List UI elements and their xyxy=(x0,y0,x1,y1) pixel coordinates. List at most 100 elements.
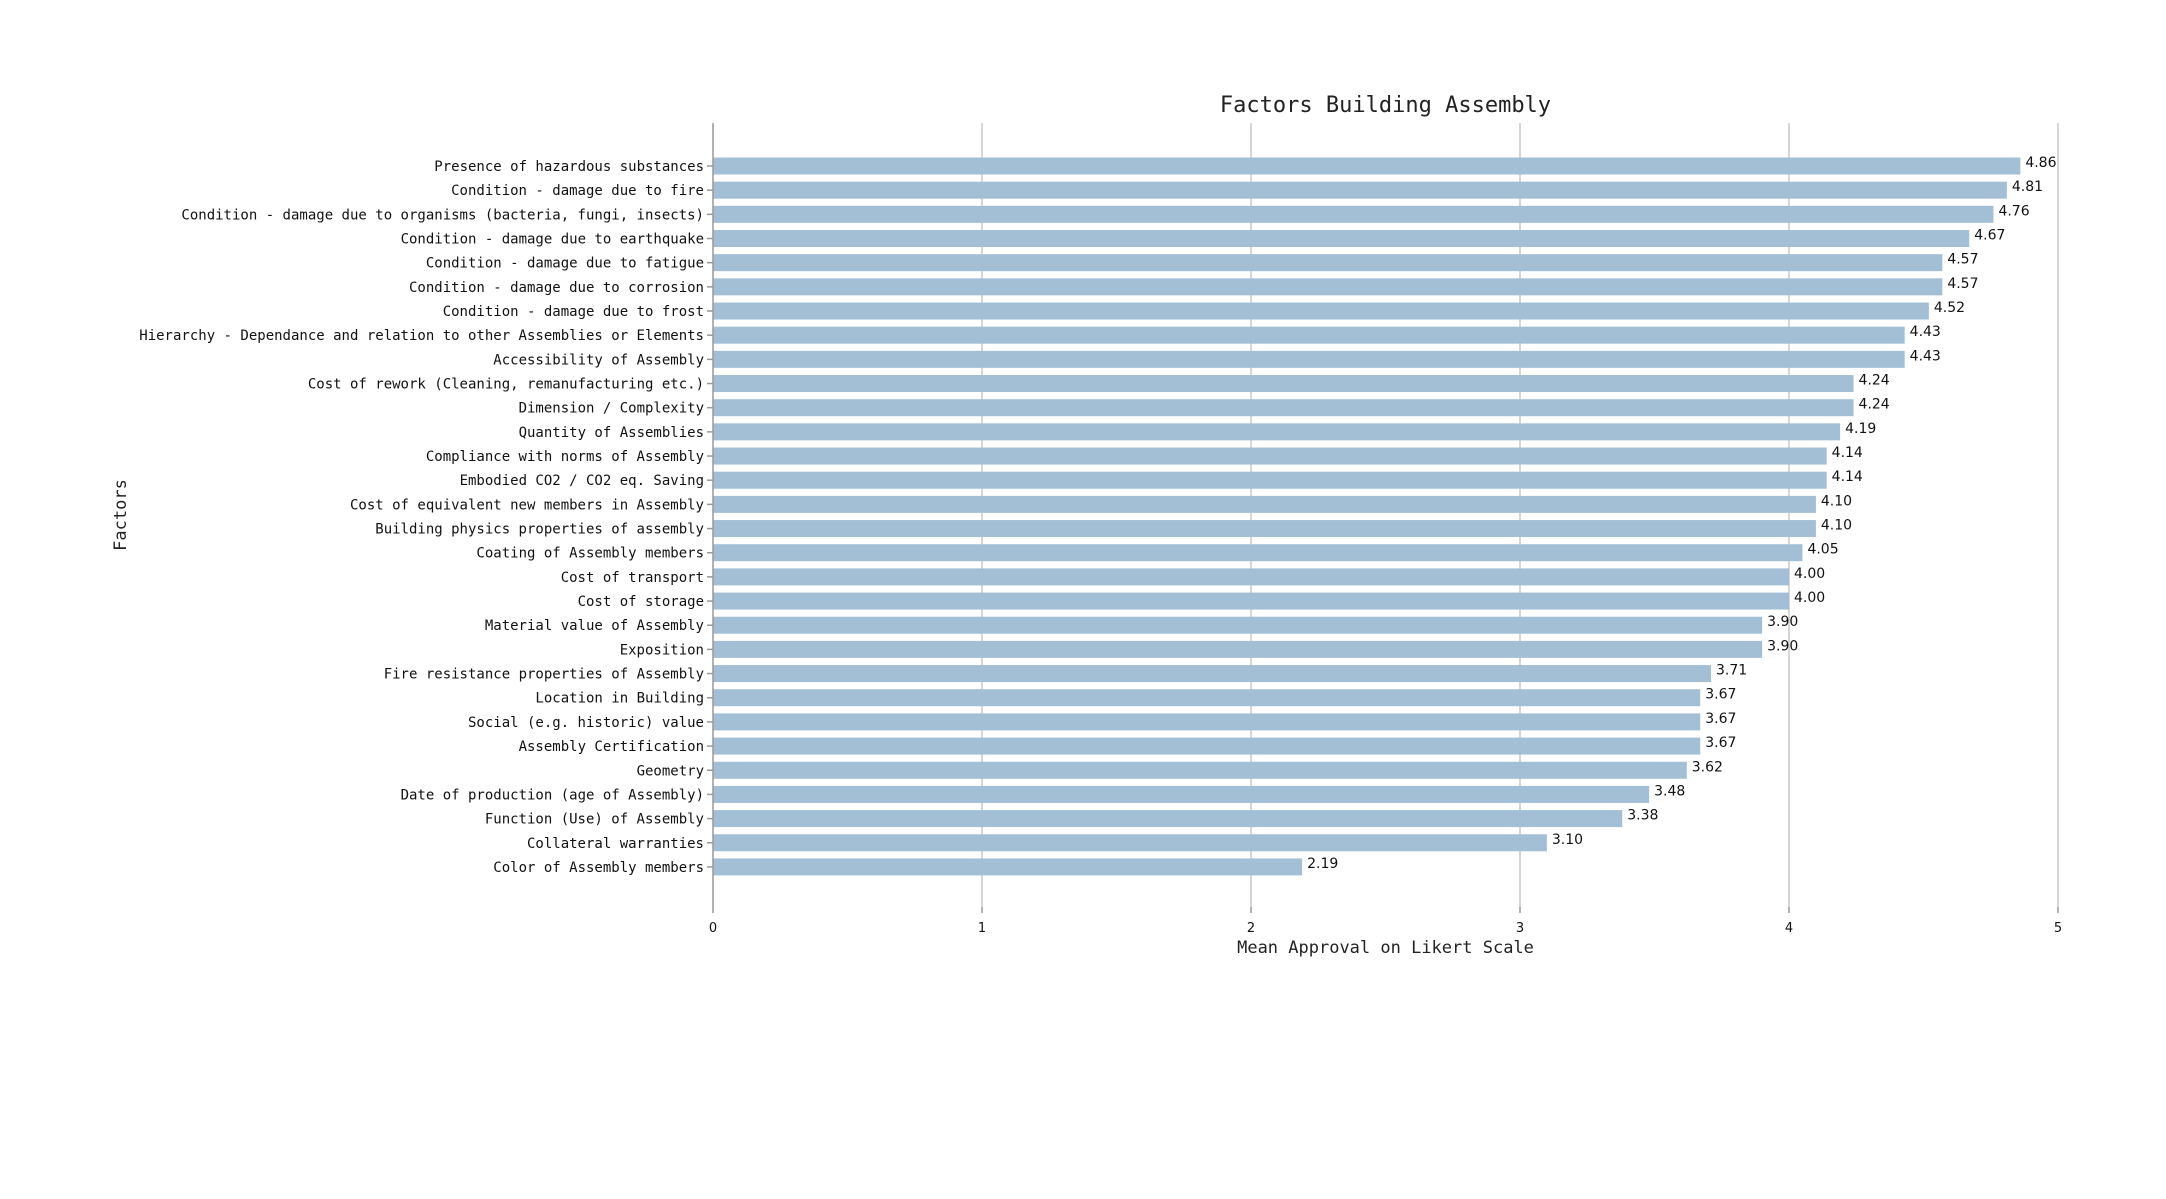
value-label: 4.81 xyxy=(2012,179,2043,195)
value-labels: 4.86 4.81 4.76 4.67 4.57 4.57 4.52 4.43 4.43 4.24… xyxy=(1307,155,2056,872)
value-label: 4.76 xyxy=(1998,203,2029,219)
value-label: 4.10 xyxy=(1821,493,1852,509)
category-label: Date of production (age of Assembly) xyxy=(401,787,704,803)
bar xyxy=(713,302,1929,320)
category-label: Coating of Assembly members xyxy=(476,546,704,562)
value-label: 4.24 xyxy=(1859,373,1890,389)
category-label: Dimension / Complexity xyxy=(519,401,704,417)
category-label: Condition - damage due to organisms (bac… xyxy=(181,207,704,223)
category-label: Fire resistance properties of Assembly xyxy=(384,667,704,683)
category-label: Cost of rework (Cleaning, remanufacturin… xyxy=(308,377,704,393)
bar xyxy=(713,737,1701,755)
value-label: 3.67 xyxy=(1705,711,1736,727)
x-tick-label: 2 xyxy=(1247,921,1255,936)
category-label: Condition - damage due to frost xyxy=(443,304,704,320)
value-label: 3.90 xyxy=(1767,638,1798,654)
bar xyxy=(713,785,1650,803)
value-label: 4.00 xyxy=(1794,566,1825,582)
bar xyxy=(713,254,1943,272)
category-label: Condition - damage due to earthquake xyxy=(401,232,704,248)
bar xyxy=(713,205,1994,223)
category-label: Geometry xyxy=(637,763,704,779)
bars xyxy=(713,157,2021,876)
value-label: 3.67 xyxy=(1705,687,1736,703)
value-label: 2.19 xyxy=(1307,856,1338,872)
value-label: 4.10 xyxy=(1821,518,1852,534)
category-label: Cost of transport xyxy=(561,570,704,586)
bar xyxy=(713,810,1623,828)
bar xyxy=(713,834,1547,852)
bar xyxy=(713,230,1970,248)
value-label: 3.10 xyxy=(1552,832,1583,848)
value-label: 4.19 xyxy=(1845,421,1876,437)
category-label: Cost of equivalent new members in Assemb… xyxy=(350,497,704,513)
bar xyxy=(713,423,1841,441)
category-label: Condition - damage due to fatigue xyxy=(426,256,704,272)
category-label: Color of Assembly members xyxy=(493,860,704,876)
bar xyxy=(713,568,1789,586)
x-tick-label: 0 xyxy=(709,921,717,936)
bar xyxy=(713,495,1816,513)
value-label: 4.43 xyxy=(1910,324,1941,340)
value-label: 4.43 xyxy=(1910,348,1941,364)
bar xyxy=(713,858,1303,876)
value-label: 3.90 xyxy=(1767,614,1798,630)
category-label: Hierarchy - Dependance and relation to o… xyxy=(139,328,704,344)
bar xyxy=(713,326,1905,344)
category-label: Presence of hazardous substances xyxy=(434,159,704,175)
category-label: Compliance with norms of Assembly xyxy=(426,449,704,465)
value-label: 4.67 xyxy=(1974,228,2005,244)
category-label: Function (Use) of Assembly xyxy=(485,812,704,828)
value-label: 3.38 xyxy=(1627,808,1658,824)
category-label: Condition - damage due to fire xyxy=(451,183,704,199)
bar xyxy=(713,544,1803,562)
value-label: 4.14 xyxy=(1832,445,1863,461)
value-label: 3.71 xyxy=(1716,663,1747,679)
x-tick-label: 4 xyxy=(1785,921,1793,936)
bar xyxy=(713,471,1827,489)
category-labels: Presence of hazardous substances Conditio… xyxy=(139,159,713,876)
category-label: Cost of storage xyxy=(578,594,704,610)
value-label: 3.48 xyxy=(1654,783,1685,799)
category-label: Condition - damage due to corrosion xyxy=(409,280,704,296)
value-label: 4.00 xyxy=(1794,590,1825,606)
category-label: Accessibility of Assembly xyxy=(493,352,704,368)
value-label: 4.14 xyxy=(1832,469,1863,485)
value-label: 4.52 xyxy=(1934,300,1965,316)
bar xyxy=(713,640,1763,658)
x-ticks: 0 1 2 3 4 5 xyxy=(709,907,2062,936)
category-label: Exposition xyxy=(620,642,704,658)
bar xyxy=(713,157,2021,175)
x-tick-label: 5 xyxy=(2054,921,2062,936)
y-axis-label: Factors xyxy=(111,479,131,551)
value-label: 3.67 xyxy=(1705,735,1736,751)
bar xyxy=(713,278,1943,296)
bar xyxy=(713,665,1711,683)
bar xyxy=(713,399,1854,417)
value-label: 4.86 xyxy=(2025,155,2056,171)
bar xyxy=(713,375,1854,393)
x-tick-label: 1 xyxy=(978,921,986,936)
chart-title: Factors Building Assembly xyxy=(1220,93,1551,118)
value-label: 4.05 xyxy=(1807,542,1838,558)
bar xyxy=(713,350,1905,368)
bar xyxy=(713,616,1763,634)
bar xyxy=(713,713,1701,731)
bar xyxy=(713,689,1701,707)
category-label: Quantity of Assemblies xyxy=(519,425,704,441)
value-label: 4.57 xyxy=(1947,252,1978,268)
bar xyxy=(713,447,1827,465)
value-label: 3.62 xyxy=(1692,759,1723,775)
x-tick-label: 3 xyxy=(1516,921,1524,936)
value-label: 4.57 xyxy=(1947,276,1978,292)
category-label: Building physics properties of assembly xyxy=(375,522,704,538)
value-label: 4.24 xyxy=(1859,397,1890,413)
category-label: Assembly Certification xyxy=(519,739,704,755)
category-label: Material value of Assembly xyxy=(485,618,704,634)
category-label: Location in Building xyxy=(535,691,704,707)
bar xyxy=(713,761,1687,779)
bar xyxy=(713,520,1816,538)
bar xyxy=(713,181,2007,199)
category-label: Embodied CO2 / CO2 eq. Saving xyxy=(460,473,704,489)
